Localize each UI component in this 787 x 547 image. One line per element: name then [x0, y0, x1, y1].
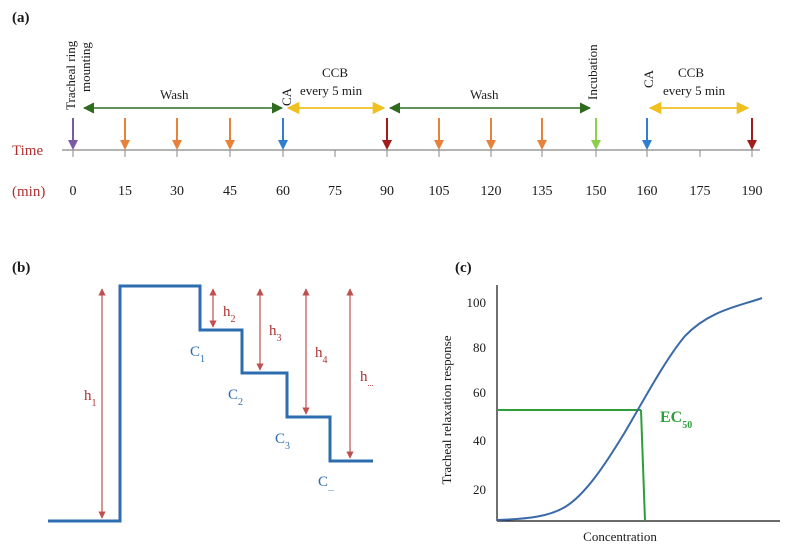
timepoint-arrow-blue — [278, 118, 288, 150]
incubation-text: Incubation — [585, 44, 600, 100]
c-ytick-label: 40 — [473, 433, 486, 448]
ca1-text: CA — [279, 87, 294, 106]
tick-labels: 0 15 30 45 60 75 90 105 120 135 150 160 175 190 — [70, 184, 763, 199]
ca2-label: CA — [641, 69, 656, 88]
timepoint-arrow-purple — [68, 118, 78, 150]
c-ytick-labels: 100 80 60 40 20 — [467, 295, 487, 497]
timepoint-arrow-darkred — [747, 118, 757, 150]
time-tick-label: 175 — [690, 184, 711, 199]
min-unit-label: (min) — [12, 184, 45, 200]
time-tick-label: 160 — [637, 184, 658, 199]
timepoint-arrow-darkred — [382, 118, 392, 150]
h2-label: h2 — [223, 304, 236, 325]
dose-response-chart: 100 80 60 40 20 Tracheal relaxation response… — [439, 285, 780, 544]
time-tick-label: 120 — [481, 184, 502, 199]
dose-response-curve — [496, 297, 763, 521]
c-ytick-label: 80 — [473, 340, 486, 355]
time-tick-label: 75 — [328, 184, 342, 199]
hn-label: h... — [360, 369, 374, 388]
tracheal-line2: mounting — [78, 42, 93, 92]
time-tick-label: 90 — [380, 184, 394, 199]
h3-label: h3 — [269, 323, 282, 344]
panel-a-label: (a) — [12, 10, 30, 26]
c-ytick-label: 100 — [467, 295, 487, 310]
ccb2-line1: CCB — [678, 65, 704, 80]
c1-label: C1 — [190, 344, 205, 365]
ccb1-line1: CCB — [322, 65, 348, 80]
time-tick-label: 15 — [118, 184, 132, 199]
ca1-label: CA — [279, 87, 294, 106]
cn-label: C... — [318, 474, 334, 493]
staircase-trace — [48, 284, 373, 523]
panel-c-label: (c) — [455, 260, 472, 276]
c-ytick-label: 20 — [473, 482, 486, 497]
tracheal-ring-mounting-label: Tracheal ring mounting — [63, 40, 93, 110]
ccb1-line2: every 5 min — [300, 83, 363, 98]
timepoint-arrow-orange — [225, 118, 235, 150]
time-tick-label: 150 — [586, 184, 607, 199]
wash1-label: Wash — [160, 87, 189, 102]
time-tick-label: 135 — [532, 184, 553, 199]
timepoint-arrow-orange — [434, 118, 444, 150]
c-ylabel-text: Tracheal relaxation response — [439, 335, 454, 484]
h1-label: h1 — [84, 388, 97, 409]
ec50-vertical-line — [640, 409, 646, 522]
time-tick-label: 105 — [429, 184, 450, 199]
c-xlabel: Concentration — [583, 529, 657, 544]
c-ylabel: Tracheal relaxation response — [439, 335, 454, 484]
time-tick-label: 0 — [70, 184, 77, 199]
ccb2-line2: every 5 min — [663, 83, 726, 98]
timepoint-arrow-lightgreen — [591, 118, 601, 150]
ec50-label: EC50 — [660, 409, 692, 431]
time-tick-label: 45 — [223, 184, 237, 199]
incubation-label: Incubation — [585, 44, 600, 100]
timepoint-arrow-orange — [486, 118, 496, 150]
tracheal-line1: Tracheal ring — [63, 40, 78, 110]
timepoint-arrow-orange — [120, 118, 130, 150]
timepoint-markers — [68, 118, 757, 150]
time-tick-label: 30 — [170, 184, 184, 199]
c2-label: C2 — [228, 387, 243, 408]
time-label: Time — [12, 143, 43, 159]
panel-b-label: (b) — [12, 260, 30, 276]
timepoint-arrow-orange — [172, 118, 182, 150]
c3-label: C3 — [275, 431, 290, 452]
timepoint-arrow-blue — [642, 118, 652, 150]
ca2-text: CA — [641, 69, 656, 88]
c-ytick-label: 60 — [473, 385, 486, 400]
tick-marks — [72, 150, 753, 157]
wash2-label: Wash — [470, 87, 499, 102]
timepoint-arrow-orange — [537, 118, 547, 150]
h4-label: h4 — [315, 345, 328, 366]
time-tick-label: 60 — [276, 184, 290, 199]
time-axis-group: 0 15 30 45 60 75 90 105 120 135 150 160 175 190 — [62, 118, 763, 199]
time-tick-label: 190 — [742, 184, 763, 199]
